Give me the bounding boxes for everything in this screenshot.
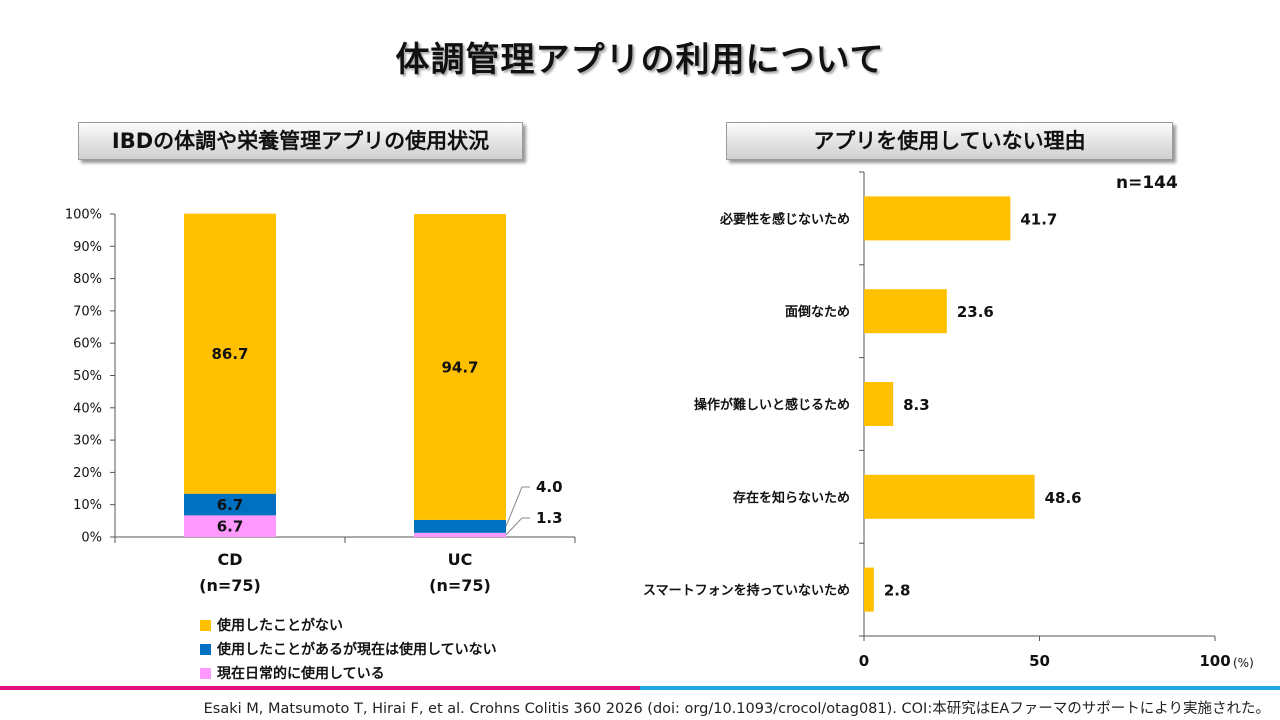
y-tick-label: 0% bbox=[81, 531, 102, 546]
category-label: 操作が難しいと感じるため bbox=[694, 397, 850, 413]
leader-line bbox=[505, 486, 530, 527]
x-tick-label: 50 bbox=[1029, 652, 1050, 670]
data-label: 6.7 bbox=[217, 496, 244, 514]
x-tick-label: 0 bbox=[859, 652, 869, 670]
y-tick-label: 60% bbox=[73, 337, 102, 352]
bar bbox=[864, 382, 894, 426]
legend-swatch bbox=[200, 644, 211, 655]
y-tick-label: 50% bbox=[73, 369, 102, 384]
x-unit-label: (%) bbox=[1233, 656, 1254, 670]
bar-segment bbox=[184, 493, 276, 516]
page-title: 体調管理アプリの利用について bbox=[395, 40, 885, 80]
y-tick-label: 90% bbox=[73, 240, 102, 255]
bar-segment bbox=[414, 519, 506, 533]
legend-item-never-used: 使用したことがない bbox=[200, 615, 343, 635]
footer-accent-bar-right bbox=[640, 686, 1280, 690]
data-label: 86.7 bbox=[211, 345, 248, 363]
y-tick-label: 100% bbox=[65, 208, 102, 223]
legend-label: 使用したことがあるが現在は使用していない bbox=[217, 642, 497, 658]
legend-item-daily-use: 現在日常的に使用している bbox=[200, 663, 385, 683]
data-label: 4.0 bbox=[536, 478, 563, 496]
data-label: 8.3 bbox=[903, 396, 930, 414]
bar-segment bbox=[184, 515, 276, 537]
leader-line bbox=[505, 517, 530, 536]
data-label: 6.7 bbox=[217, 518, 244, 536]
y-tick-label: 10% bbox=[73, 498, 102, 513]
x-tick-label: 100 bbox=[1199, 652, 1230, 670]
right-chart-title: アプリを使用していない理由 bbox=[726, 122, 1173, 160]
category-label: UC bbox=[448, 550, 473, 569]
bar bbox=[864, 196, 1011, 241]
bar bbox=[864, 474, 1035, 519]
legend-swatch bbox=[200, 668, 211, 679]
citation: Esaki M, Matsumoto T, Hirai F, et al. Cr… bbox=[203, 701, 1270, 717]
bar bbox=[864, 289, 947, 334]
y-tick-label: 80% bbox=[73, 272, 102, 287]
data-label: 94.7 bbox=[441, 358, 478, 376]
category-label: 必要性を感じないため bbox=[719, 211, 850, 227]
category-subtitle: (n=75) bbox=[429, 576, 491, 595]
y-tick-label: 70% bbox=[73, 304, 102, 319]
bar-segment bbox=[184, 213, 276, 494]
stacked-bar-chart: 0% 10% 20% 30% 40% 50% 60% 70% 80% 90% 100% 6.7 6.7 8… bbox=[65, 208, 576, 595]
bar-segment bbox=[414, 214, 506, 520]
data-label: 23.6 bbox=[957, 303, 994, 321]
legend-item-used-before: 使用したことがあるが現在は使用していない bbox=[200, 639, 497, 659]
y-tick-label: 30% bbox=[73, 434, 102, 449]
bar bbox=[864, 567, 874, 612]
data-label: 41.7 bbox=[1020, 210, 1057, 228]
sample-size-annotation: n=144 bbox=[1116, 173, 1178, 193]
category-label: 面倒なため bbox=[785, 304, 850, 320]
data-label: 2.8 bbox=[884, 582, 911, 600]
category-subtitle: (n=75) bbox=[199, 576, 261, 595]
legend-swatch bbox=[200, 620, 211, 631]
horizontal-bar-chart: 0 50 100 (%) n=144 41.7 必要性を感じないため 23.6 面倒なため 8.3… bbox=[643, 171, 1254, 670]
category-label: CD bbox=[217, 550, 242, 569]
data-label: 48.6 bbox=[1045, 489, 1082, 507]
y-tick-label: 20% bbox=[73, 466, 102, 481]
legend-label: 使用したことがない bbox=[217, 618, 343, 634]
left-chart-title: IBDの体調や栄養管理アプリの使用状況 bbox=[78, 122, 523, 160]
category-label: スマートフォンを持っていないため bbox=[643, 583, 850, 599]
y-tick-label: 40% bbox=[73, 401, 102, 416]
category-label: 存在を知らないため bbox=[733, 490, 850, 506]
data-label: 1.3 bbox=[536, 509, 563, 527]
legend-label: 現在日常的に使用している bbox=[217, 666, 385, 682]
bar-segment bbox=[414, 532, 506, 537]
footer-accent-bar-left bbox=[0, 686, 640, 690]
